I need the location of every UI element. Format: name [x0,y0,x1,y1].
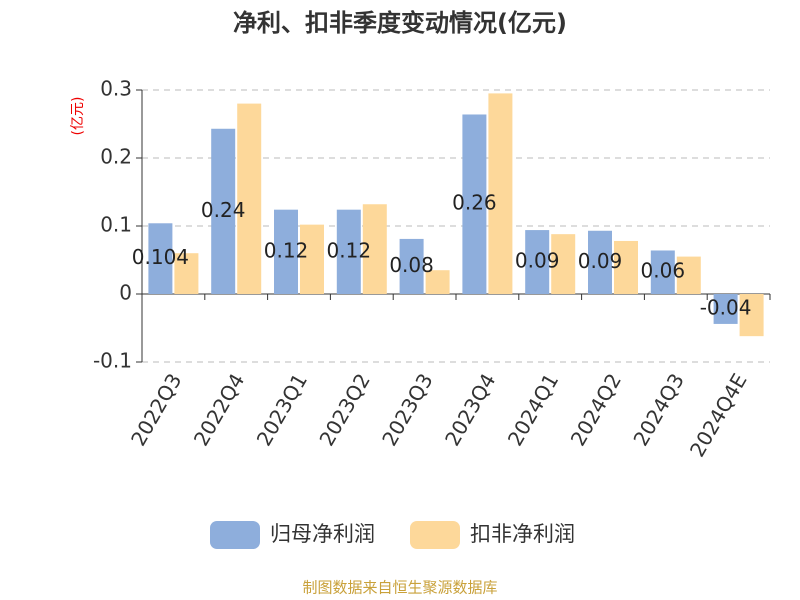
bar [588,230,612,294]
value-label: 0.08 [389,253,434,277]
legend-swatch [410,521,460,549]
y-tick-label: 0.1 [100,213,132,237]
value-label: 0.12 [264,238,309,262]
bar [237,103,262,294]
value-label: 0.104 [132,245,189,269]
bar [713,294,738,324]
bar [300,224,324,294]
y-tick-label: 0.3 [100,77,132,101]
bar [525,230,550,294]
legend-label: 扣非净利润 [470,522,575,546]
x-tick-label: 2022Q3 [126,369,186,450]
value-label: 0.06 [641,259,686,283]
value-label: 0.12 [327,238,372,262]
bar [551,234,576,294]
x-tick-label: 2023Q1 [252,369,312,450]
x-tick-label: 2023Q2 [314,369,374,450]
y-tick-label: 0.2 [100,145,132,169]
bar [676,256,701,294]
value-label: 0.26 [452,191,497,215]
value-label: 0.09 [578,249,623,273]
y-tick-label: -0.1 [93,349,132,373]
value-label: 0.24 [201,198,246,222]
bar [399,238,424,294]
y-tick-label: 0 [119,281,132,305]
bar [614,240,638,294]
bar [174,253,199,294]
bar [650,250,675,294]
bar [362,204,387,294]
bar [211,128,236,294]
bar [336,209,361,294]
x-tick-label: 2023Q3 [377,369,437,450]
value-label: -0.04 [700,295,752,319]
x-tick-label: 2022Q4 [189,369,249,450]
legend-label: 归母净利润 [270,522,375,546]
x-tick-label: 2023Q4 [440,369,500,450]
bar [488,93,513,295]
legend-swatch [210,521,260,549]
bar [274,209,298,294]
bar [425,270,450,294]
x-tick-label: 2024Q1 [503,369,563,450]
x-tick-label: 2024Q2 [566,369,626,450]
bar [148,223,173,294]
bar [739,294,764,337]
chart-title: 净利、扣非季度变动情况(亿元) [233,9,567,37]
bar [462,114,487,294]
value-label: 0.09 [515,249,560,273]
source-note: 制图数据来自恒生聚源数据库 [302,579,497,597]
y-axis-label: (亿元) [70,97,86,136]
x-tick-label: 2024Q4E [685,369,752,461]
x-tick-label: 2024Q3 [628,369,688,450]
